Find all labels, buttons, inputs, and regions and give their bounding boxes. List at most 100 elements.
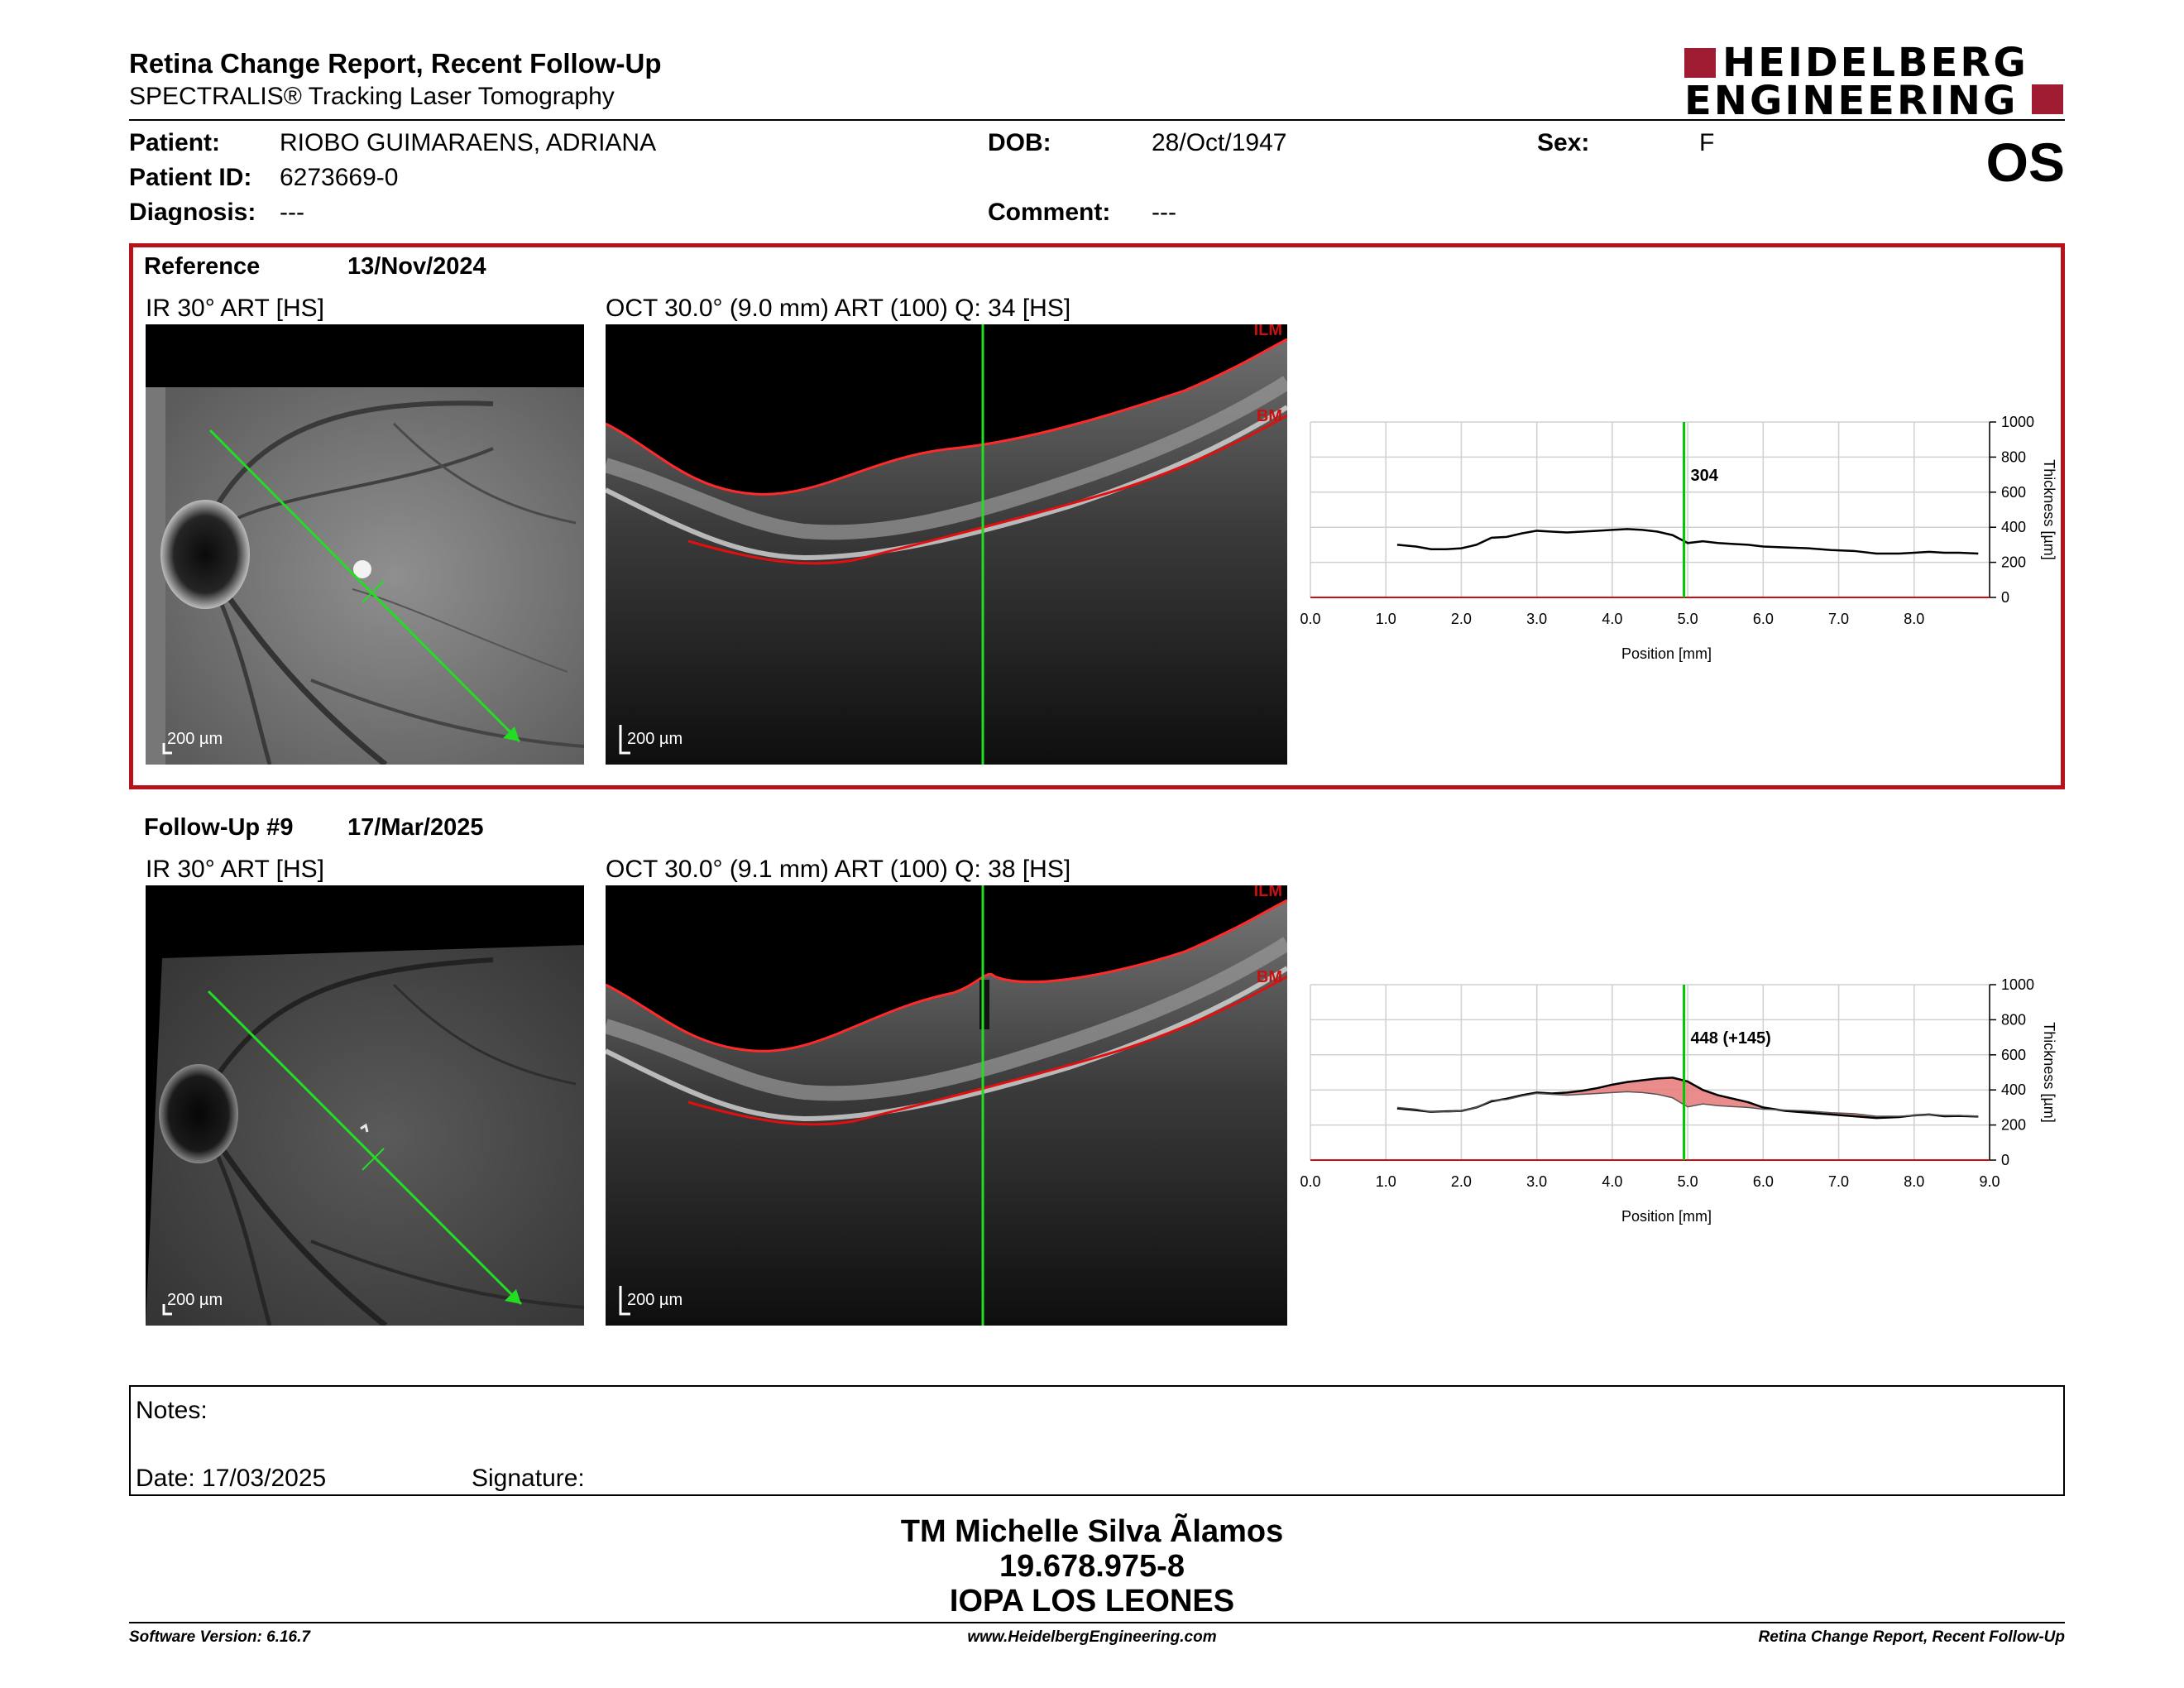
followup-ir-caption: IR 30° ART [HS] <box>146 856 324 883</box>
report-title: Retina Change Report, Recent Follow-Up <box>129 48 662 79</box>
fu-chart-change-area <box>1396 1077 1979 1119</box>
logo-line2: ENGINEERING <box>1684 78 2019 124</box>
diagnosis-label: Diagnosis: <box>129 199 256 226</box>
ref-chart-x-tick-label: 6.0 <box>1753 611 1774 627</box>
notes-date: Date: 17/03/2025 <box>136 1465 327 1492</box>
fu-chart-x-tick-label: 5.0 <box>1678 1173 1698 1190</box>
patient-id-value: 6273669-0 <box>280 164 399 191</box>
followup-label: Follow-Up #9 <box>144 814 294 841</box>
ref-chart-x-tick-label: 5.0 <box>1678 611 1698 627</box>
fu-chart-x-tick-label: 6.0 <box>1753 1173 1774 1190</box>
sex-value: F <box>1699 129 1715 156</box>
reference-ir-scale: 200 µm <box>167 730 223 748</box>
followup-oct-caption: OCT 30.0° (9.1 mm) ART (100) Q: 38 [HS] <box>606 856 1071 883</box>
patient-id-label: Patient ID: <box>129 164 252 191</box>
notes-box[interactable] <box>129 1385 2065 1496</box>
logo-square-top <box>1684 48 1716 78</box>
fu-chart-y-tick-label: 1000 <box>2001 976 2034 993</box>
ref-chart-x-label: Position [mm] <box>1621 645 1712 662</box>
reference-oct-graphic <box>606 324 1287 765</box>
ref-chart-x-tick-label: 0.0 <box>1300 611 1320 627</box>
ref-chart-y-label: Thickness [µm] <box>2041 459 2057 559</box>
ref-chart-x-tick-label: 3.0 <box>1526 611 1547 627</box>
signer-name: TM Michelle Silva Ãlamos <box>900 1514 1284 1549</box>
followup-date: 17/Mar/2025 <box>347 814 484 841</box>
logo-square-bottom <box>2032 84 2063 114</box>
fu-chart-y-tick-label: 600 <box>2001 1047 2026 1063</box>
followup-oct-graphic <box>606 885 1287 1326</box>
reference-fundus-graphic <box>146 324 584 765</box>
reference-oct-caption: OCT 30.0° (9.0 mm) ART (100) Q: 34 [HS] <box>606 295 1071 322</box>
ref-chart-x-tick-label: 4.0 <box>1602 611 1622 627</box>
footer-report-name: Retina Change Report, Recent Follow-Up <box>1758 1628 2065 1646</box>
dob-label: DOB: <box>988 129 1051 156</box>
followup-ir-scale: 200 µm <box>167 1291 223 1309</box>
followup-fundus-graphic <box>146 885 584 1326</box>
software-version: Software Version: 6.16.7 <box>129 1628 310 1646</box>
fu-chart-x-tick-label: 0.0 <box>1300 1173 1320 1190</box>
fu-chart-series-line-0 <box>1396 1077 1979 1120</box>
website-link[interactable]: www.HeidelbergEngineering.com <box>967 1628 1217 1646</box>
fu-chart-x-tick-label: 9.0 <box>1979 1173 2000 1190</box>
signer-id: 19.678.975-8 <box>999 1549 1185 1584</box>
fu-chart-x-tick-label: 4.0 <box>1602 1173 1622 1190</box>
fu-chart-y-label: Thickness [µm] <box>2041 1022 2057 1122</box>
fu-chart-x-tick-label: 7.0 <box>1828 1173 1849 1190</box>
followup-ir-image[interactable]: 200 µm <box>146 885 584 1326</box>
ref-chart-x-tick-label: 8.0 <box>1904 611 1924 627</box>
ref-chart-x-tick-label: 2.0 <box>1451 611 1472 627</box>
reference-oct-scale: 200 µm <box>627 730 683 748</box>
ref-chart-x-tick-label: 1.0 <box>1376 611 1396 627</box>
reference-ir-image[interactable]: 200 µm <box>146 324 584 765</box>
logo-line1: HEIDELBERG <box>1722 40 2028 86</box>
sex-label: Sex: <box>1537 129 1590 156</box>
reference-label: Reference <box>144 253 261 280</box>
diagnosis-value: --- <box>280 199 304 226</box>
followup-bm-label: BM <box>1256 968 1282 986</box>
ref-chart-cursor-value: 304 <box>1691 467 1719 485</box>
fu-chart-y-tick-label: 200 <box>2001 1117 2026 1134</box>
followup-ilm-label: ILM <box>1253 885 1282 900</box>
dob-value: 28/Oct/1947 <box>1152 129 1287 156</box>
ref-chart-x-tick-label: 7.0 <box>1828 611 1849 627</box>
signature-label: Signature: <box>472 1465 585 1492</box>
ref-chart-y-tick-label: 400 <box>2001 519 2026 535</box>
header-rule <box>129 119 2065 121</box>
fu-chart-x-tick-label: 2.0 <box>1451 1173 1472 1190</box>
reference-bm-label: BM <box>1256 407 1282 425</box>
patient-name: RIOBO GUIMARAENS, ADRIANA <box>280 129 657 156</box>
ref-chart-y-tick-label: 0 <box>2001 589 2009 606</box>
fu-chart-y-tick-label: 800 <box>2001 1011 2026 1028</box>
company-logo: HEIDELBERG ENGINEERING <box>1684 40 2065 124</box>
ref-chart-y-tick-label: 800 <box>2001 448 2026 465</box>
fu-chart-x-tick-label: 8.0 <box>1904 1173 1924 1190</box>
patient-label: Patient: <box>129 129 221 156</box>
fu-chart-y-tick-label: 400 <box>2001 1081 2026 1098</box>
reference-oct-image[interactable]: ILM BM 200 µm <box>606 324 1287 765</box>
fu-chart-x-tick-label: 1.0 <box>1376 1173 1396 1190</box>
followup-oct-scale: 200 µm <box>627 1291 683 1309</box>
signer-org: IOPA LOS LEONES <box>949 1584 1235 1618</box>
eye-indicator: OS <box>1985 132 2065 193</box>
reference-date: 13/Nov/2024 <box>347 253 486 280</box>
fu-chart-y-tick-label: 0 <box>2001 1152 2009 1168</box>
footer-rule <box>129 1622 2065 1623</box>
reference-ilm-label: ILM <box>1253 324 1282 339</box>
fu-chart-cursor-value: 448 (+145) <box>1691 1029 1771 1048</box>
report-subtitle: SPECTRALIS® Tracking Laser Tomography <box>129 83 615 110</box>
ref-chart-y-tick-label: 200 <box>2001 554 2026 571</box>
reference-ir-caption: IR 30° ART [HS] <box>146 295 324 322</box>
fu-chart-series-line-1 <box>1396 1091 1979 1117</box>
comment-value: --- <box>1152 199 1176 226</box>
followup-thickness-chart: 0 200 400 600 800 1000 0.0 1.0 2.0 3.0 4.0 5.0 6.0 7.… <box>1300 976 2057 1225</box>
ref-chart-series-line-0 <box>1396 528 1979 555</box>
reference-thickness-chart: 0 200 400 600 800 1000 0.0 1.0 2.0 3.0 4.0 5.0 6.0 7.… <box>1300 414 2057 662</box>
fu-chart-x-tick-label: 3.0 <box>1526 1173 1547 1190</box>
ref-chart-y-tick-label: 1000 <box>2001 414 2034 430</box>
notes-label: Notes: <box>136 1397 208 1424</box>
followup-oct-image[interactable]: ILM BM 200 µm <box>606 885 1287 1326</box>
fu-chart-x-label: Position [mm] <box>1621 1208 1712 1225</box>
reference-frame <box>129 243 2065 789</box>
comment-label: Comment: <box>988 199 1111 226</box>
ref-chart-y-tick-label: 600 <box>2001 484 2026 501</box>
